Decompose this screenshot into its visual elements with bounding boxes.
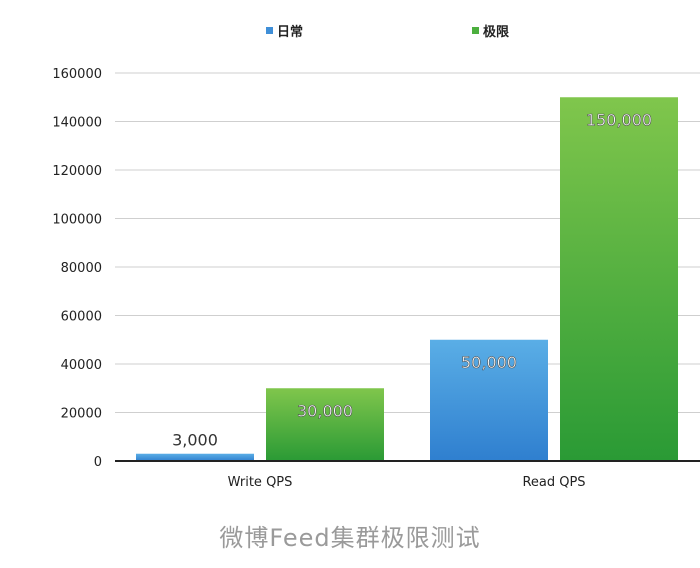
bar-limit-read [560, 97, 678, 461]
legend-swatch-limit [472, 26, 479, 34]
y-axis: 0 20000 40000 60000 80000 100000 120000 140000 1… [52, 67, 102, 470]
y-tick-label: 20000 [61, 407, 102, 422]
data-label: 3,000 [172, 431, 218, 450]
y-tick-label: 40000 [61, 358, 102, 373]
legend-label-limit: 极限 [483, 24, 510, 40]
legend-2: 极限 [472, 20, 509, 40]
legend: 日常 [266, 20, 303, 40]
data-labels: 3,000 30,000 50,000 150,000 [172, 110, 652, 450]
legend-label-daily: 日常 [277, 24, 304, 40]
data-label: 150,000 [586, 110, 652, 129]
y-tick-label: 160000 [52, 67, 102, 82]
x-tick-label: Write QPS [228, 475, 293, 490]
bars [136, 97, 678, 461]
x-tick-label: Read QPS [522, 475, 585, 490]
y-tick-label: 80000 [61, 261, 102, 276]
legend-swatch-daily [266, 26, 273, 34]
y-tick-label: 100000 [52, 213, 102, 228]
data-label: 50,000 [461, 353, 517, 372]
bar-daily-read [430, 339, 548, 461]
y-tick-label: 60000 [61, 310, 102, 325]
y-tick-label: 0 [94, 455, 102, 470]
y-tick-label: 120000 [52, 164, 102, 179]
bar-limit-write [266, 388, 384, 461]
x-axis: Write QPS Read QPS [115, 460, 700, 490]
y-tick-label: 140000 [52, 116, 102, 131]
data-label: 30,000 [297, 401, 353, 420]
bar-daily-write [136, 453, 254, 461]
chart-caption: 微博Feed集群极限测试 [219, 524, 481, 552]
